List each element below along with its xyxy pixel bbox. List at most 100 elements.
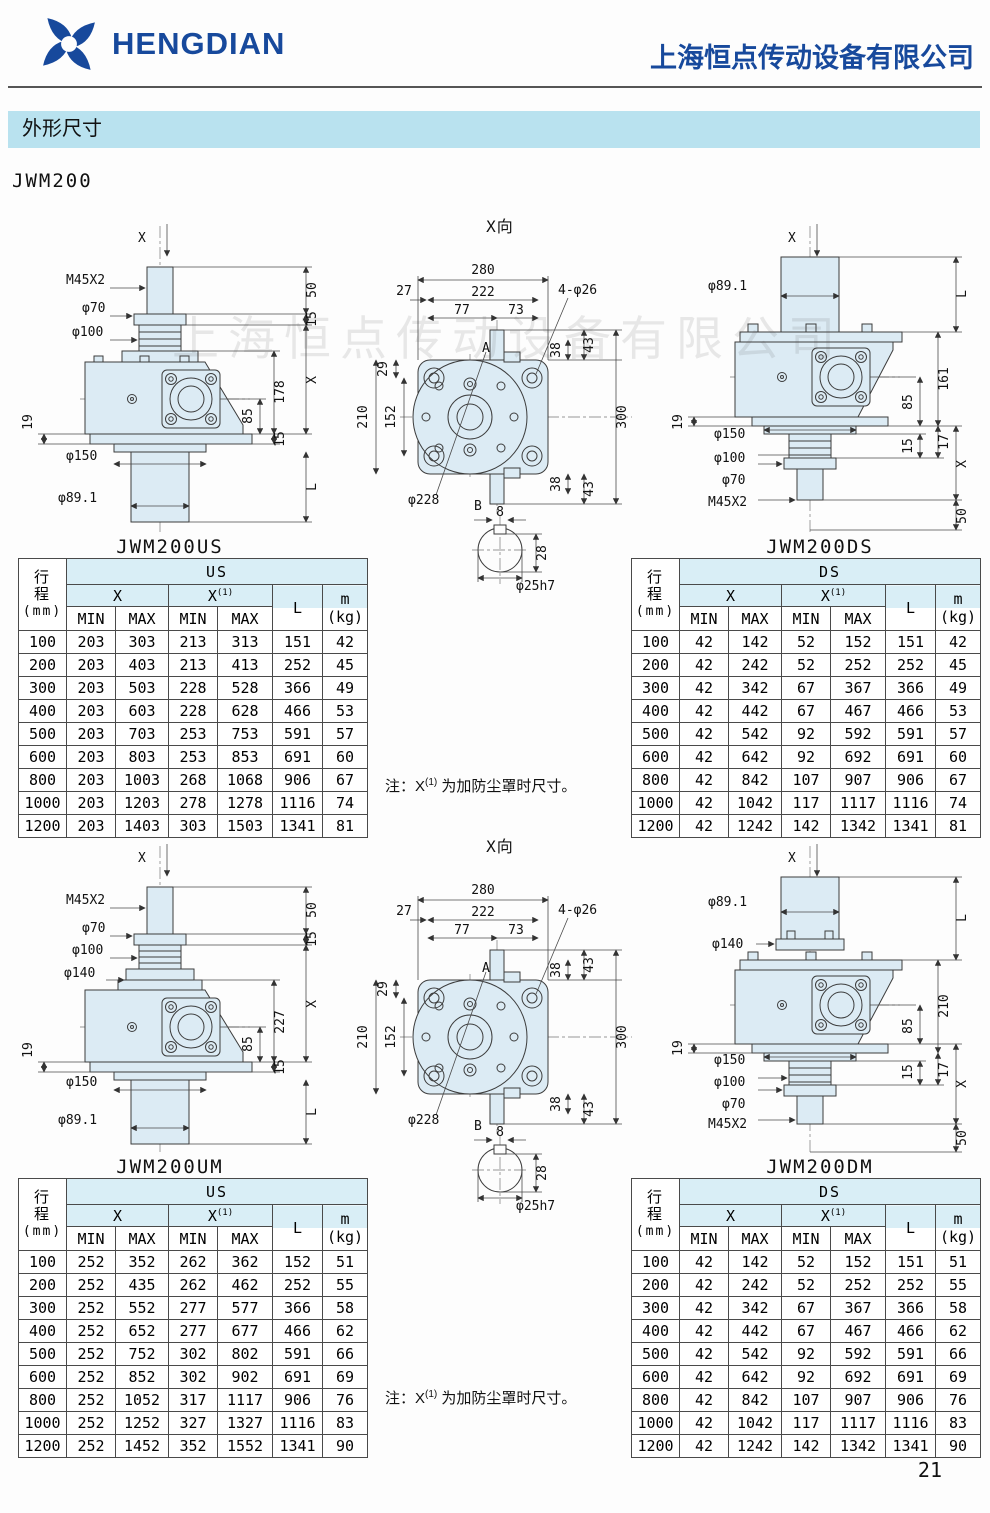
stroke-header: 行程 (mm) <box>18 558 67 631</box>
group-header: DS <box>679 1178 981 1205</box>
table-cell: 67 <box>781 676 831 700</box>
table-cell: 42 <box>679 1296 729 1320</box>
drawing-jwm200ds: X <box>671 224 970 557</box>
table-cell: 1068 <box>217 768 273 792</box>
table-cell: 467 <box>830 699 886 723</box>
table-cell: 252 <box>885 653 936 677</box>
table-row: 800 42 842 107 907 906 76 <box>631 1388 981 1412</box>
l-header: L <box>272 584 323 631</box>
table-cell: 1341 <box>272 1434 323 1458</box>
table-cell: 600 <box>18 1365 67 1389</box>
table-cell: 117 <box>781 791 831 815</box>
x-header: X <box>679 584 782 607</box>
side-parts <box>734 876 903 1125</box>
x1-header: X(1) <box>781 1204 886 1227</box>
table-cell: 677 <box>217 1319 273 1343</box>
table-cell: 262 <box>168 1273 218 1297</box>
table-cell: 277 <box>168 1319 218 1343</box>
l-header: L <box>885 584 936 631</box>
table-cell: 692 <box>830 745 886 769</box>
table-cell: 367 <box>830 1296 886 1320</box>
m-header: m (kg) <box>322 584 368 631</box>
table-cell: 62 <box>935 1319 981 1343</box>
table-cell: 802 <box>217 1342 273 1366</box>
table-cell: 52 <box>781 1250 831 1274</box>
table-cell: 200 <box>18 653 67 677</box>
table-cell: 400 <box>631 699 680 723</box>
section-title: 外形尺寸 <box>22 118 102 140</box>
stroke-header: 行程 (mm) <box>18 1178 67 1251</box>
table-cell: 142 <box>728 630 782 654</box>
table-cell: 691 <box>272 745 323 769</box>
table-cell: 500 <box>631 722 680 746</box>
table-cell: 76 <box>322 1388 368 1412</box>
table-cell: 42 <box>322 630 368 654</box>
dim-50: 50 <box>955 508 970 524</box>
table-cell: 81 <box>322 814 368 838</box>
table-row: 200 252 435 262 462 252 55 <box>18 1273 368 1297</box>
table-cell: 90 <box>322 1434 368 1458</box>
table-cell: 302 <box>168 1365 218 1389</box>
table-row: 800 42 842 107 907 906 67 <box>631 768 981 792</box>
dust-cover-note: 注：X(1) 为加防尘罩时尺寸。 <box>385 1389 577 1407</box>
table-cell: 42 <box>679 768 729 792</box>
table-cell: 853 <box>217 745 273 769</box>
table-cell: 1042 <box>728 1411 782 1435</box>
table-cell: 51 <box>935 1250 981 1274</box>
table-cell: 262 <box>168 1250 218 1274</box>
dim-15a: 15 <box>305 931 320 947</box>
table-cell: 400 <box>18 699 67 723</box>
table-cell: 592 <box>830 722 886 746</box>
drawing-jwm200um: X <box>21 844 320 1177</box>
max-header: MAX <box>115 1226 169 1251</box>
dim-15: 15 <box>901 1064 916 1080</box>
dim-15a: 15 <box>305 311 320 327</box>
table-cell: 1203 <box>115 791 169 815</box>
x1-header: X(1) <box>168 1204 273 1227</box>
table-row: 200 42 242 52 252 252 55 <box>631 1273 981 1297</box>
max-header: MAX <box>115 606 169 631</box>
m-header: m (kg) <box>935 584 981 631</box>
table-cell: 1327 <box>217 1411 273 1435</box>
table-row: 400 203 603 228 628 466 53 <box>18 699 368 723</box>
table-cell: 74 <box>935 791 981 815</box>
table-cell: 49 <box>322 676 368 700</box>
m-header: m (kg) <box>322 1204 368 1251</box>
dim-227: 227 <box>273 1010 288 1033</box>
table-cell: 45 <box>322 653 368 677</box>
table-row: 100 42 142 52 152 151 42 <box>631 630 981 654</box>
min-header: MIN <box>66 1226 116 1251</box>
table-cell: 42 <box>679 745 729 769</box>
drawing-jwm200dm: X <box>671 844 970 1177</box>
table-cell: 642 <box>728 1365 782 1389</box>
table-cell: 500 <box>18 722 67 746</box>
drawing-row-1: X <box>0 212 990 622</box>
table-cell: 67 <box>781 1296 831 1320</box>
table-cell: 252 <box>272 653 323 677</box>
table-row: 100 252 352 262 362 152 51 <box>18 1250 368 1274</box>
table-cell: 100 <box>631 1250 680 1274</box>
table-row: 1200 252 1452 352 1552 1341 90 <box>18 1434 368 1458</box>
dim-100: φ100 <box>714 451 745 466</box>
table-cell: 151 <box>885 630 936 654</box>
table-cell: 42 <box>679 791 729 815</box>
table-cell: 842 <box>728 768 782 792</box>
table-cell: 466 <box>272 699 323 723</box>
table-row: 1200 203 1403 303 1503 1341 81 <box>18 814 368 838</box>
table-row: 400 42 442 67 467 466 53 <box>631 699 981 723</box>
axis-label: X <box>138 851 146 866</box>
x1-header: X(1) <box>168 584 273 607</box>
table-cell: 49 <box>935 676 981 700</box>
l-header: L <box>272 1204 323 1251</box>
table-cell: 1552 <box>217 1434 273 1458</box>
table-cell: 277 <box>168 1296 218 1320</box>
table-cell: 800 <box>18 1388 67 1412</box>
table-cell: 142 <box>781 814 831 838</box>
x-header: X <box>66 1204 169 1227</box>
table-cell: 800 <box>631 1388 680 1412</box>
table-row: 600 203 803 253 853 691 60 <box>18 745 368 769</box>
table-cell: 213 <box>168 653 218 677</box>
table-cell: 300 <box>631 1296 680 1320</box>
table-cell: 352 <box>168 1434 218 1458</box>
table-cell: 603 <box>115 699 169 723</box>
